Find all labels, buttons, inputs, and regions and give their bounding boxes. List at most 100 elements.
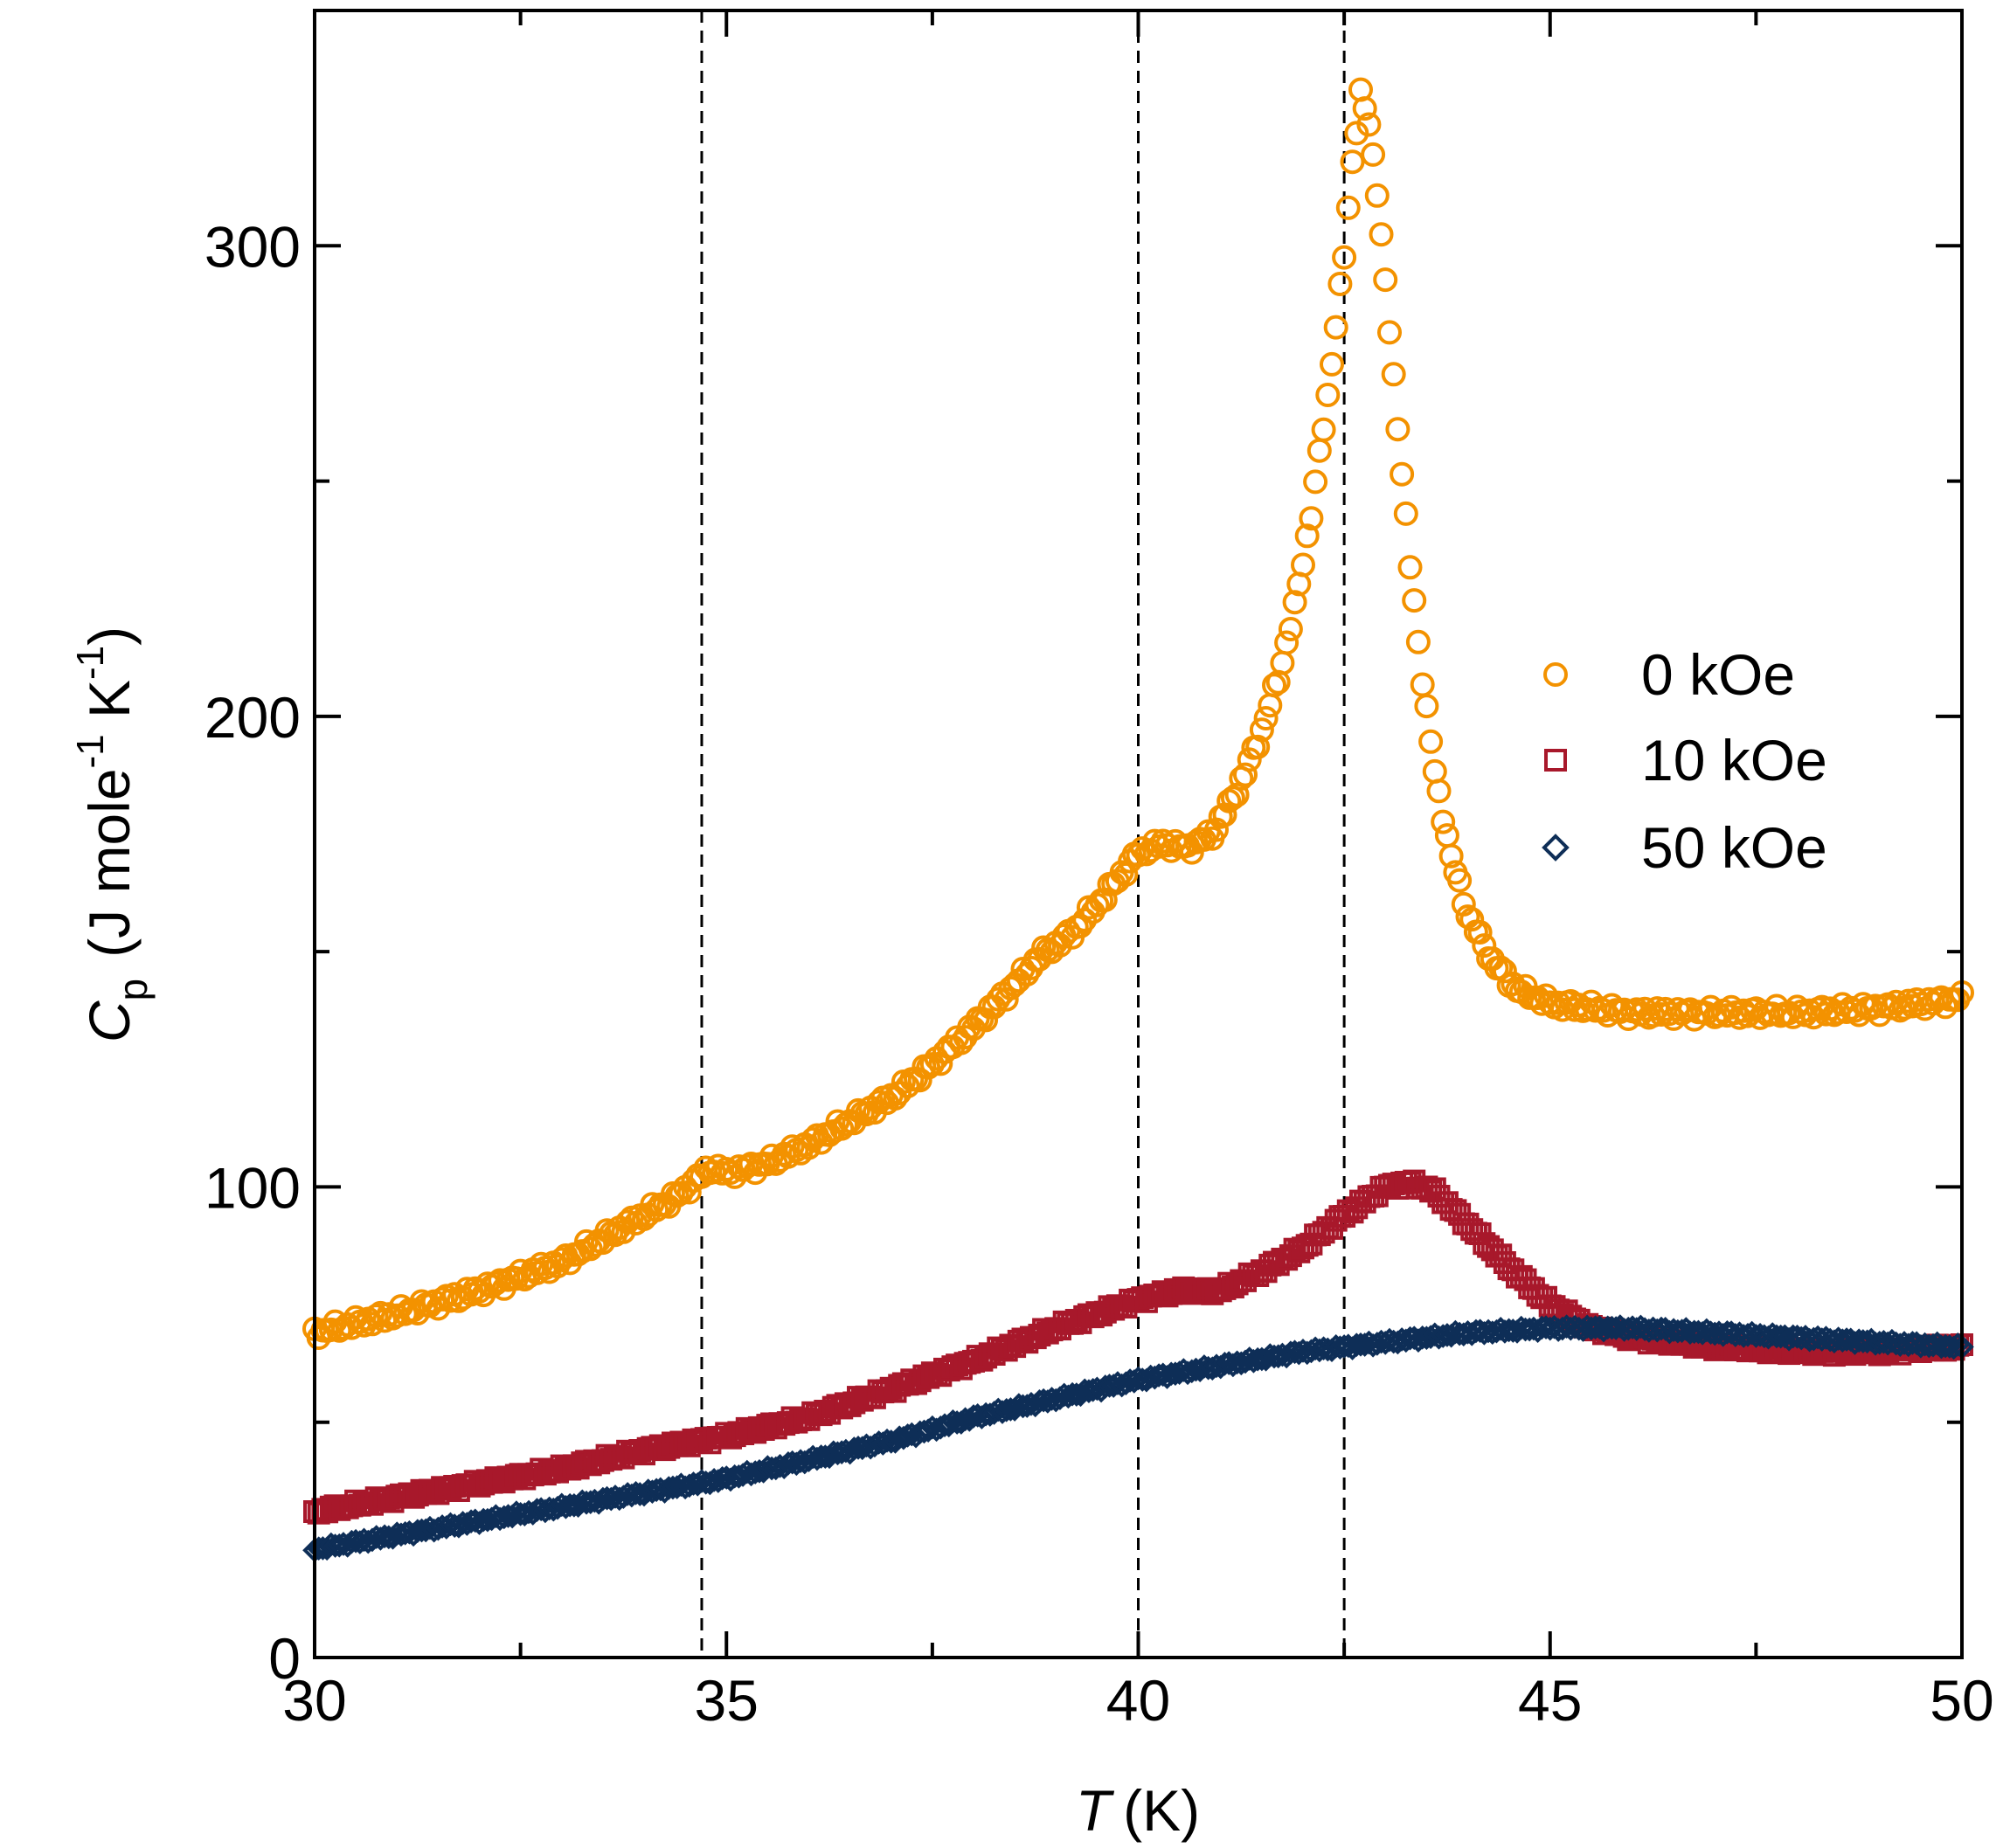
data-point bbox=[1422, 758, 1447, 784]
data-point bbox=[1270, 650, 1295, 675]
legend-label: 50 kOe bbox=[1641, 815, 1827, 880]
data-point bbox=[1027, 1388, 1052, 1414]
data-point bbox=[450, 1511, 475, 1535]
x-tick-label: 30 bbox=[282, 1668, 346, 1733]
legend-label: 0 kOe bbox=[1641, 642, 1795, 707]
x-axis-symbol: T bbox=[1076, 1778, 1115, 1843]
data-point bbox=[833, 1111, 858, 1137]
data-point bbox=[1402, 588, 1427, 613]
data-point bbox=[702, 1468, 726, 1492]
y-axis-unit-exp: -1 bbox=[69, 646, 112, 680]
data-point bbox=[1472, 933, 1497, 959]
legend-label: 10 kOe bbox=[1641, 728, 1827, 792]
data-point bbox=[1410, 672, 1435, 697]
x-tick-label: 50 bbox=[1930, 1668, 1993, 1733]
data-point bbox=[1352, 96, 1377, 121]
data-point bbox=[776, 1451, 801, 1476]
data-point bbox=[578, 1236, 603, 1262]
data-point bbox=[1282, 590, 1307, 615]
data-point bbox=[1258, 693, 1283, 718]
series-50-koe bbox=[302, 1314, 1974, 1563]
y-tick-label: 200 bbox=[204, 685, 301, 750]
data-point bbox=[1459, 907, 1485, 932]
data-point bbox=[1431, 809, 1456, 834]
data-point bbox=[1467, 920, 1493, 945]
x-tick-label: 35 bbox=[695, 1668, 759, 1733]
data-point bbox=[1233, 762, 1258, 787]
data-point bbox=[1311, 1336, 1336, 1360]
data-point bbox=[1306, 438, 1332, 463]
data-point bbox=[1616, 1316, 1641, 1341]
data-point bbox=[1361, 1332, 1385, 1358]
data-point bbox=[878, 1429, 904, 1454]
data-point bbox=[1253, 706, 1279, 730]
y-axis-symbol-sub: p bbox=[110, 979, 156, 1001]
tick-labels: 30 35 40 45 50 0 100 200 300 bbox=[204, 214, 1994, 1733]
data-point bbox=[1438, 843, 1464, 869]
data-point bbox=[1356, 112, 1382, 137]
y-tick-label: 100 bbox=[204, 1155, 301, 1220]
legend-marker-circle bbox=[1543, 662, 1568, 687]
x-axis-unit: (K) bbox=[1123, 1778, 1200, 1843]
data-point bbox=[516, 1499, 541, 1525]
data-point bbox=[1224, 782, 1250, 807]
x-axis-title: T (K) bbox=[1076, 1778, 1200, 1843]
data-point bbox=[1133, 841, 1159, 867]
data-point bbox=[1245, 734, 1271, 759]
data-point bbox=[1381, 362, 1406, 387]
legend-item-10koe: 10 kOe bbox=[1544, 728, 1827, 792]
data-point bbox=[998, 975, 1023, 1000]
series-layer bbox=[302, 77, 1974, 1563]
y-axis-unit-part: K bbox=[77, 680, 142, 734]
legend: 0 kOe 10 kOe 50 kOe bbox=[1542, 642, 1827, 880]
data-point bbox=[1397, 555, 1423, 580]
data-point bbox=[1072, 907, 1098, 932]
data-point bbox=[1426, 779, 1452, 804]
data-point bbox=[1262, 673, 1286, 698]
data-point bbox=[1299, 506, 1324, 531]
data-point bbox=[907, 1068, 932, 1093]
data-point bbox=[1204, 1353, 1229, 1379]
data-point bbox=[615, 1209, 641, 1235]
data-point bbox=[1303, 469, 1328, 495]
data-point bbox=[339, 1529, 364, 1554]
legend-item-50koe: 50 kOe bbox=[1542, 815, 1827, 880]
data-point bbox=[1373, 267, 1398, 293]
data-point bbox=[945, 1410, 969, 1435]
data-point bbox=[1332, 245, 1357, 270]
plot-frame bbox=[313, 9, 1964, 1659]
y-axis-unit-exp: -1 bbox=[69, 734, 112, 768]
data-point bbox=[1113, 862, 1139, 887]
data-point bbox=[1237, 747, 1262, 772]
y-axis-unit-part: (J mole bbox=[77, 768, 142, 957]
data-point bbox=[1369, 222, 1394, 247]
x-tick-label: 45 bbox=[1518, 1668, 1582, 1733]
data-point bbox=[1323, 315, 1348, 340]
data-point bbox=[1418, 729, 1444, 754]
data-point bbox=[1393, 501, 1418, 526]
data-point bbox=[591, 1486, 615, 1512]
legend-marker-square bbox=[1544, 749, 1567, 772]
data-point bbox=[1377, 320, 1402, 345]
data-point bbox=[1327, 272, 1353, 296]
data-point bbox=[1315, 383, 1341, 407]
y-axis-title: Cp(J mole-1 K-1) bbox=[69, 626, 156, 1042]
legend-item-0koe: 0 kOe bbox=[1543, 642, 1795, 707]
y-axis-unit-part: ) bbox=[77, 626, 142, 646]
data-point bbox=[1340, 149, 1365, 175]
data-point bbox=[866, 1090, 891, 1115]
data-point bbox=[656, 1476, 682, 1500]
data-point bbox=[1320, 351, 1344, 377]
data-point bbox=[1476, 1319, 1501, 1344]
y-tick-label: 300 bbox=[204, 214, 301, 279]
data-point bbox=[1249, 717, 1274, 743]
data-point bbox=[1278, 617, 1303, 641]
legend-marker-diamond bbox=[1542, 834, 1570, 862]
data-point bbox=[842, 1436, 867, 1461]
y-axis-symbol: C bbox=[77, 1000, 142, 1042]
series-0-koe bbox=[302, 77, 1974, 1350]
data-point bbox=[1414, 694, 1439, 719]
data-point bbox=[1410, 1325, 1435, 1350]
data-point bbox=[1405, 629, 1431, 654]
